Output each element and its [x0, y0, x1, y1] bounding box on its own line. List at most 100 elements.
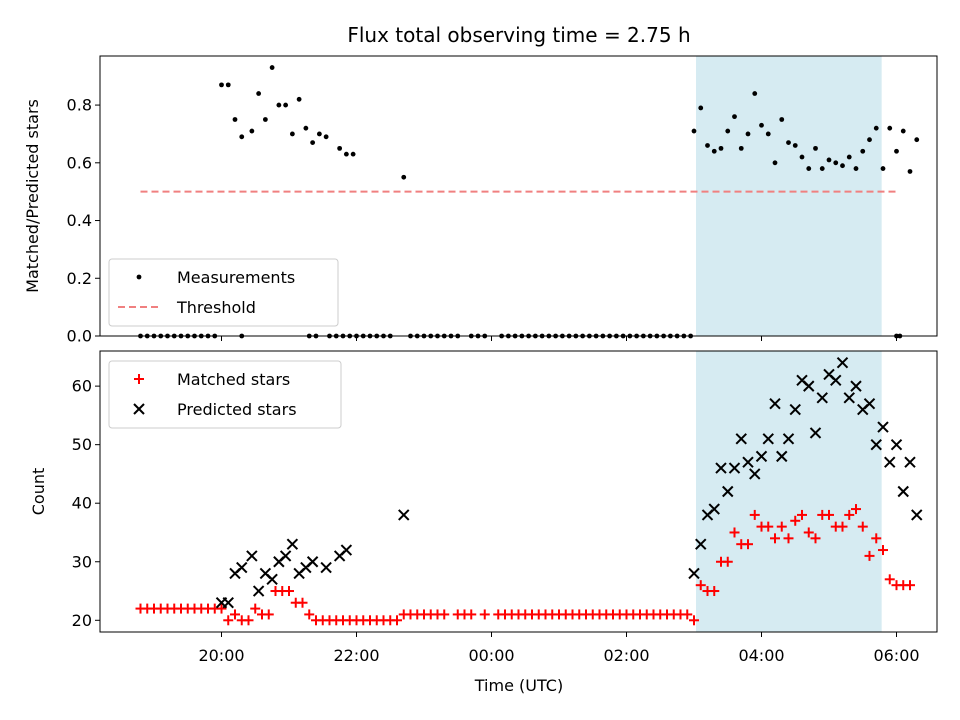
- legend-label: Threshold: [176, 298, 256, 317]
- measurement-point: [833, 160, 839, 166]
- x-marker-b: [850, 380, 862, 392]
- x-marker-b: [796, 374, 808, 386]
- matched-stars-point: [392, 615, 402, 626]
- measurement-point: [873, 125, 879, 131]
- x-marker-b: [863, 397, 876, 410]
- matched-stars-point: [783, 533, 794, 544]
- predicted-stars-point: [782, 433, 795, 445]
- measurement-point: [826, 157, 832, 163]
- measurement-point: [786, 140, 791, 145]
- x-tick-label: 04:00: [738, 646, 784, 665]
- x-marker-b: [816, 392, 828, 404]
- x-tick-label: 00:00: [468, 646, 514, 665]
- measurement-point: [765, 131, 771, 137]
- measurement-point: [262, 117, 268, 122]
- ratio-axes-frame: [99, 55, 938, 337]
- legend-label: Matched stars: [177, 370, 290, 389]
- x-marker-b: [755, 450, 768, 463]
- x-marker-b: [789, 403, 801, 416]
- matched-stars-point: [682, 609, 693, 620]
- count-y-axis: 20 30 40 50 60: [72, 377, 100, 630]
- matched-stars-point: [695, 580, 706, 591]
- measurement-point: [232, 117, 238, 122]
- measurement-point: [853, 166, 859, 171]
- x-marker-b: [809, 427, 822, 439]
- x-marker-b: [306, 556, 319, 568]
- x-marker-b: [320, 561, 332, 574]
- x-tick-label: 06:00: [873, 646, 919, 665]
- x-tick-label: 20:00: [198, 646, 244, 665]
- measurement-point: [283, 102, 289, 108]
- x-marker-b: [236, 561, 248, 574]
- x-marker-b: [782, 433, 795, 445]
- measurement-point: [880, 166, 886, 171]
- predicted-stars-point: [246, 550, 258, 562]
- ratio-y-axis: 0.0 0.2 0.4 0.6 0.8: [67, 96, 100, 346]
- matched-stars-point: [878, 545, 888, 556]
- predicted-stars-point: [897, 485, 909, 498]
- x-marker-b: [279, 550, 292, 562]
- predicted-stars-point: [911, 509, 923, 521]
- y-tick-label: 40: [72, 494, 92, 513]
- y-tick-label: 0.2: [67, 269, 92, 288]
- predicted-stars-point: [776, 450, 788, 463]
- predicted-stars-point: [843, 392, 855, 404]
- measurement-point: [350, 151, 356, 157]
- predicted-stars-point: [789, 403, 801, 416]
- measurement-point: [907, 169, 913, 174]
- x-marker-b: [722, 485, 734, 498]
- measurement-point: [887, 125, 893, 131]
- x-marker-b: [742, 456, 754, 468]
- measurement-point: [691, 128, 697, 134]
- predicted-stars-point: [749, 468, 761, 480]
- count-x-axis: 20:00 22:00 00:00 02:00 04:00 06:00: [198, 632, 920, 665]
- measurement-point: [249, 128, 255, 134]
- matched-stars-point: [905, 580, 915, 591]
- x-marker-b: [708, 503, 720, 515]
- measurement-point: [792, 143, 798, 148]
- measurement-point: [819, 166, 825, 171]
- x-marker-b: [728, 462, 741, 474]
- predicted-stars-point: [877, 421, 889, 433]
- matched-stars-point: [844, 509, 855, 520]
- matched-stars-point: [810, 533, 821, 544]
- measurement-point: [316, 131, 322, 137]
- measurement-point: [219, 82, 224, 88]
- measurement-point: [900, 128, 906, 134]
- measurement-point: [840, 163, 845, 169]
- legend-box: [108, 360, 342, 429]
- measurement-point: [799, 154, 805, 160]
- matched-stars-point: [864, 550, 875, 561]
- predicted-stars-point: [735, 433, 747, 445]
- predicted-stars-point: [695, 538, 707, 550]
- measurement-point: [867, 137, 872, 143]
- predicted-stars-point: [870, 438, 882, 451]
- matched-stars-point: [250, 603, 261, 614]
- measurement-point: [698, 105, 704, 111]
- matched-stars-point: [770, 533, 780, 544]
- matched-stars-point: [439, 609, 450, 620]
- matched-stars-point: [776, 521, 787, 532]
- x-marker-b: [904, 456, 916, 468]
- x-marker-b: [735, 433, 747, 445]
- measurement-point: [752, 91, 758, 96]
- x-marker-b: [286, 538, 299, 550]
- measurement-point: [759, 122, 764, 128]
- x-marker-b: [897, 485, 909, 498]
- measurement-point: [276, 102, 282, 108]
- measurement-point: [303, 125, 309, 131]
- x-marker-b: [266, 573, 278, 586]
- x-marker-b: [823, 368, 835, 381]
- matched-stars-point: [837, 521, 848, 532]
- x-marker-b: [340, 544, 353, 556]
- measurement-points: [138, 65, 920, 339]
- legend-dot-marker: [136, 274, 142, 280]
- measurement-point: [914, 137, 920, 143]
- predicted-stars-point: [863, 397, 876, 410]
- y-tick-label: 0.0: [67, 327, 92, 346]
- measurement-point: [269, 65, 275, 70]
- x-marker-b: [843, 392, 855, 404]
- x-marker-b: [715, 462, 727, 474]
- measurement-point: [705, 143, 710, 148]
